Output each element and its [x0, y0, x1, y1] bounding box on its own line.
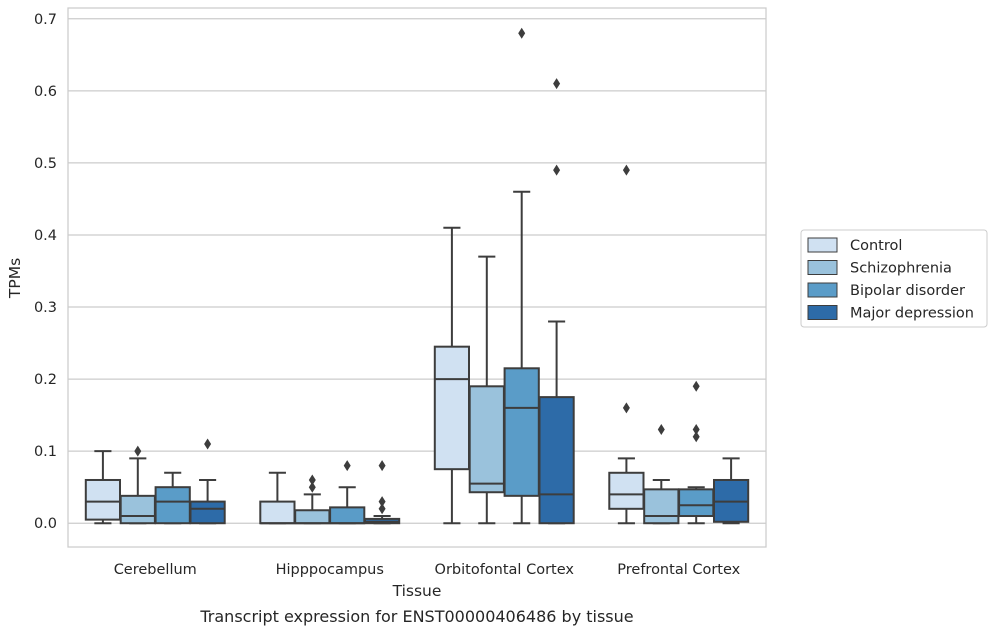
legend-label: Schizophrenia: [850, 261, 952, 277]
y-tick-label: 0.4: [34, 228, 57, 244]
outlier-point: [308, 474, 316, 486]
box-1-1: [294, 474, 331, 525]
box-1-2: [329, 460, 366, 525]
outlier-point: [204, 438, 212, 450]
box-0-0: [84, 450, 122, 525]
box-1-0: [259, 471, 296, 525]
outlier-point: [518, 27, 526, 39]
box-iqr: [154, 486, 191, 525]
box-1-3: [363, 460, 401, 525]
box-0-3: [189, 438, 226, 525]
y-tick-label: 0.2: [34, 372, 57, 388]
legend: Control Schizophrenia Bipolar disorder Majo…: [800, 229, 988, 328]
outlier-point: [622, 164, 630, 176]
outlier-point: [657, 424, 665, 436]
outlier-point: [134, 445, 142, 457]
y-tick-label: 0.3: [34, 300, 57, 316]
outlier-point: [343, 460, 351, 472]
box-2-2: [503, 27, 540, 525]
legend-label: Bipolar disorder: [850, 283, 965, 299]
legend-swatch: [807, 237, 838, 253]
box-iqr: [678, 488, 715, 518]
x-tick-label: Prefrontal Cortex: [617, 562, 740, 578]
box-3-1: [643, 424, 680, 525]
outlier-point: [692, 431, 700, 443]
outlier-point: [692, 380, 700, 392]
box-iqr: [329, 506, 366, 525]
box-3-2: [678, 380, 715, 525]
y-tick-label: 0.0: [34, 516, 57, 532]
x-tick-label: Orbitofontal Cortex: [435, 562, 575, 578]
grid-lines: [68, 18, 766, 524]
box-groups: [84, 27, 750, 525]
outlier-point: [553, 164, 561, 176]
box-2-0: [433, 226, 471, 525]
y-tick-label: 0.7: [34, 12, 57, 28]
outlier-point: [378, 503, 386, 515]
box-3-3: [712, 457, 750, 525]
box-iqr: [119, 494, 156, 525]
box-0-1: [119, 445, 156, 525]
box-iqr: [189, 500, 226, 525]
x-axis-label: Tissue: [392, 582, 442, 600]
y-tick-label: 0.6: [34, 84, 57, 100]
outlier-point: [378, 460, 386, 472]
legend-swatch: [807, 305, 838, 320]
box-iqr: [643, 488, 680, 525]
y-tick-label: 0.1: [34, 444, 57, 460]
outlier-point: [308, 481, 316, 493]
x-tick-label: Cerebellum: [114, 562, 197, 578]
y-axis-label: TPMs: [6, 258, 24, 299]
legend-frame: [800, 229, 988, 328]
box-iqr: [468, 385, 505, 494]
plot-area: [68, 8, 766, 547]
box-2-1: [468, 255, 505, 525]
legend-label: Major depression: [850, 306, 974, 322]
box-iqr: [503, 367, 540, 497]
legend-label: Control: [850, 238, 902, 254]
box-iqr: [608, 471, 645, 510]
plot-frame: [67, 7, 767, 548]
outlier-point: [692, 424, 700, 436]
chart-caption: Transcript expression for ENST0000040648…: [199, 607, 633, 626]
box-2-3: [538, 78, 575, 525]
x-tick-label: Hipppocampus: [276, 562, 384, 578]
box-iqr: [259, 500, 296, 525]
box-iqr: [538, 396, 575, 525]
legend-swatch: [807, 282, 838, 298]
outlier-point: [622, 402, 630, 414]
box-iqr: [294, 509, 331, 525]
box-0-2: [154, 471, 191, 525]
y-tick-label: 0.5: [34, 156, 57, 172]
box-iqr: [433, 345, 471, 471]
box-iqr: [84, 478, 122, 521]
outlier-point: [553, 78, 561, 90]
y-axis-ticks: 0.0 0.1 0.2 0.3 0.4 0.5 0.6 0.7: [34, 12, 57, 532]
x-axis-ticks: Cerebellum Hipppocampus Orbitofontal Corte…: [114, 562, 741, 578]
outlier-point: [378, 496, 386, 508]
legend-swatch: [807, 260, 838, 275]
